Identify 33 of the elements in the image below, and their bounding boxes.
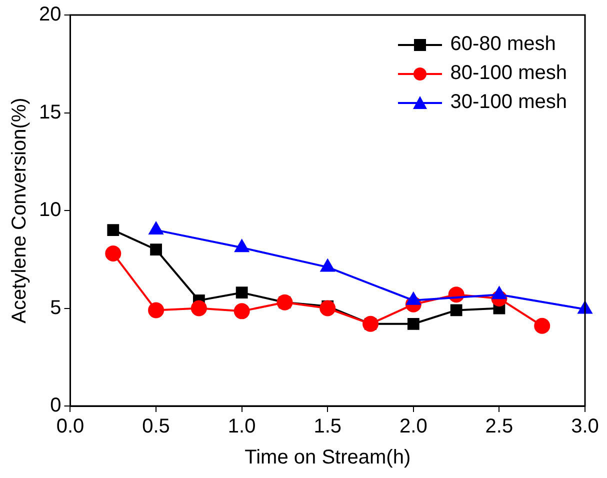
y-axis-title: Acetylene Conversion(%) (8, 98, 31, 324)
x-tick-label: 0.5 (142, 416, 170, 438)
point (234, 240, 249, 252)
y-tick-label: 5 (50, 296, 62, 319)
point (407, 318, 420, 330)
point (190, 300, 207, 316)
point (107, 224, 120, 236)
point (105, 246, 122, 262)
point (234, 303, 250, 320)
y-tick-label: 20 (38, 4, 62, 26)
x-tick-label: 0.0 (56, 416, 84, 438)
point (148, 302, 164, 318)
point (320, 300, 336, 316)
point (150, 244, 162, 256)
x-axis-title: Time on Stream(h) (244, 446, 411, 469)
legend-label: 80-100 mesh (450, 62, 567, 85)
point (534, 318, 550, 334)
point (148, 222, 164, 235)
point (450, 304, 462, 316)
x-tick-label: 2.0 (400, 416, 428, 438)
point (236, 286, 248, 299)
x-tick-label: 1.5 (314, 416, 342, 438)
y-tick-label: 15 (38, 101, 62, 124)
y-tick-label: 0 (50, 394, 62, 417)
x-tick-label: 1.0 (228, 416, 256, 438)
y-tick-label: 10 (38, 199, 62, 222)
point (492, 286, 506, 300)
legend-label: 30-100 mesh (450, 91, 567, 114)
x-tick-label: 2.5 (485, 416, 514, 438)
legend-label: 60-80 mesh (450, 33, 556, 56)
x-tick-label: 3.0 (571, 416, 599, 438)
point (362, 316, 379, 332)
point (320, 259, 335, 272)
